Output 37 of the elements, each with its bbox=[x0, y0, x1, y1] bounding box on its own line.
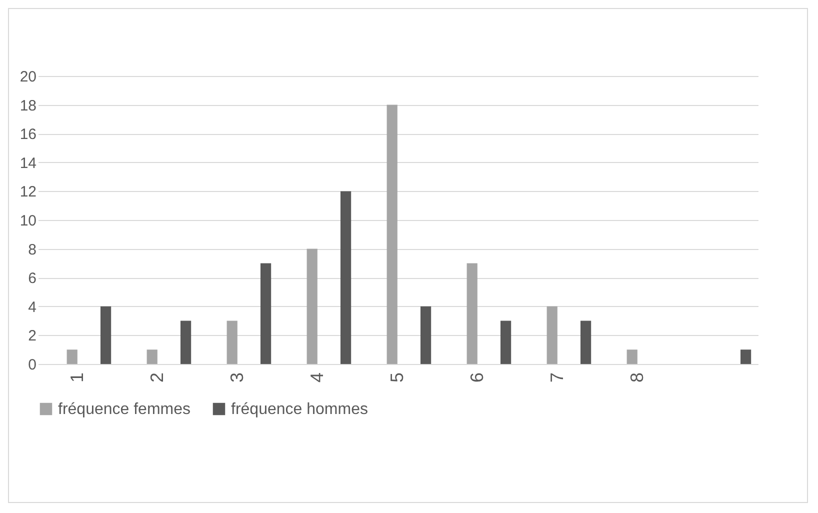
bar bbox=[146, 350, 158, 364]
x-tick-label: 7 bbox=[547, 372, 567, 383]
y-tick-label: 2 bbox=[28, 328, 36, 345]
x-tick-label: 4 bbox=[307, 372, 327, 383]
bar bbox=[260, 263, 272, 364]
bar bbox=[386, 104, 398, 364]
bar bbox=[740, 350, 752, 364]
bar bbox=[580, 320, 592, 364]
bar bbox=[466, 263, 478, 364]
y-tick-label: 4 bbox=[28, 298, 36, 316]
y-tick-label: 18 bbox=[20, 97, 36, 114]
bar bbox=[626, 350, 638, 364]
x-tick-label: 5 bbox=[387, 372, 407, 383]
bar bbox=[66, 350, 78, 364]
y-tick-label: 8 bbox=[28, 241, 36, 258]
x-tick-label: 6 bbox=[467, 372, 487, 383]
x-tick-label: 3 bbox=[227, 372, 247, 383]
bar bbox=[546, 306, 558, 364]
y-tick-label: 0 bbox=[28, 356, 36, 374]
y-tick-label: 14 bbox=[20, 154, 36, 172]
y-tick-label: 10 bbox=[20, 212, 36, 230]
bar bbox=[306, 248, 318, 364]
bar bbox=[226, 320, 238, 364]
bar bbox=[500, 320, 512, 364]
y-tick-label: 12 bbox=[20, 184, 36, 201]
bar bbox=[420, 306, 432, 364]
y-tick-label: 20 bbox=[20, 68, 36, 86]
legend-label: fréquence femmes bbox=[58, 401, 191, 418]
x-tick-label: 8 bbox=[627, 372, 647, 383]
y-tick-label: 6 bbox=[28, 270, 36, 288]
x-tick-label: 1 bbox=[67, 372, 87, 383]
bar bbox=[340, 191, 352, 364]
bar bbox=[180, 320, 192, 364]
y-tick-label: 16 bbox=[20, 126, 36, 144]
bar bbox=[100, 306, 112, 364]
x-tick-label: 2 bbox=[147, 372, 167, 383]
legend-label: fréquence hommes bbox=[231, 401, 368, 418]
